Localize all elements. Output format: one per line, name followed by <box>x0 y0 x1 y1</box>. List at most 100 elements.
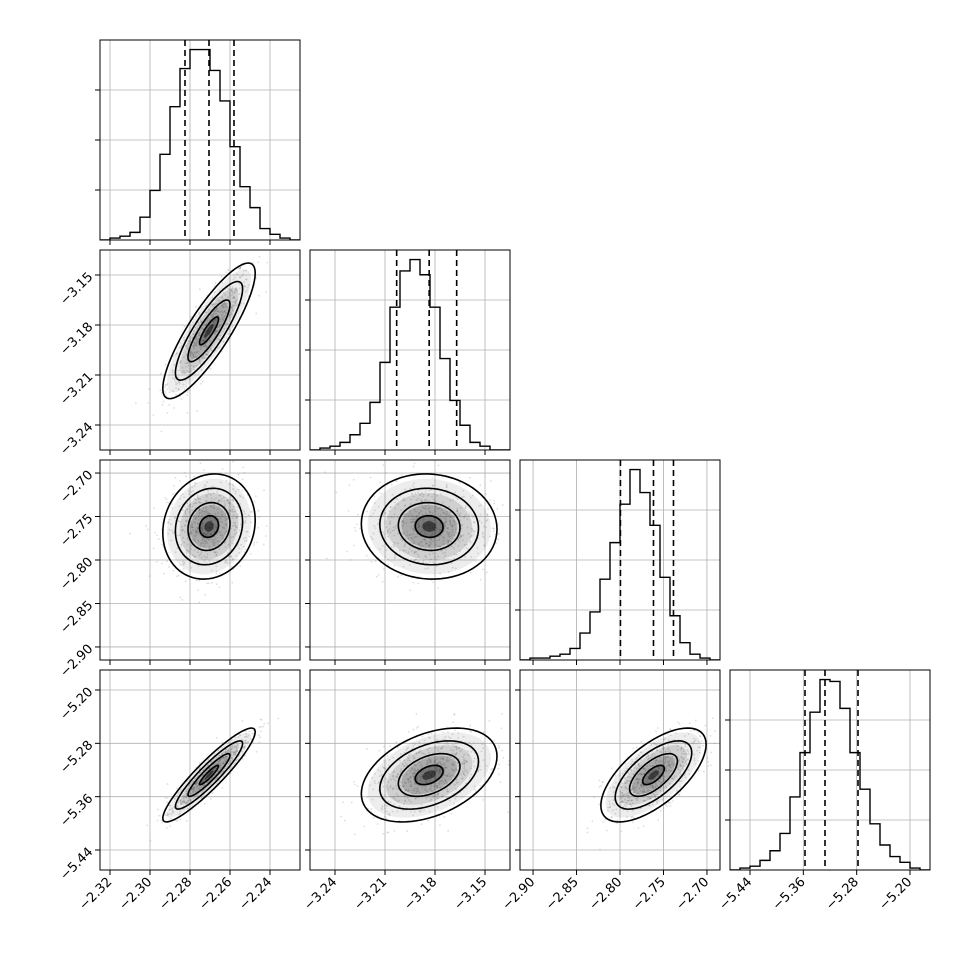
sample-point <box>212 541 215 544</box>
sample-point <box>426 542 428 545</box>
sample-point <box>202 345 205 348</box>
sample-point <box>468 512 471 515</box>
sample-point <box>241 758 244 760</box>
sample-point <box>198 554 201 557</box>
sample-point <box>234 736 237 739</box>
sample-point <box>682 761 684 763</box>
sample-point <box>417 768 419 771</box>
sample-point <box>194 344 197 346</box>
sample-point <box>225 757 227 760</box>
contour-line-1 <box>379 740 480 810</box>
sample-point <box>487 508 489 511</box>
sample-point <box>473 765 476 768</box>
sample-point <box>204 540 207 542</box>
sample-point <box>186 543 189 546</box>
sample-point <box>218 766 221 769</box>
sample-point <box>609 806 611 809</box>
sample-point <box>146 824 149 827</box>
sample-point <box>416 788 419 791</box>
sample-point <box>211 303 214 306</box>
sample-point <box>188 511 191 513</box>
sample-point <box>677 768 680 771</box>
sample-point <box>421 773 424 776</box>
sample-point <box>206 345 209 348</box>
sample-point <box>388 758 391 761</box>
sample-point <box>452 499 454 501</box>
sample-point <box>224 314 226 317</box>
sample-point <box>195 482 198 485</box>
sample-point <box>620 830 623 833</box>
sample-point <box>218 494 221 497</box>
sample-point <box>226 454 228 456</box>
sample-point <box>418 810 421 813</box>
sample-point <box>619 804 622 807</box>
sample-point <box>492 530 495 532</box>
sample-point <box>205 341 208 344</box>
sample-point <box>668 759 671 762</box>
sample-point <box>417 514 420 517</box>
sample-point <box>206 532 209 535</box>
y-tick-label: −2.75 <box>58 511 97 550</box>
sample-point <box>215 553 218 556</box>
sample-point <box>195 516 197 519</box>
sample-point <box>419 776 422 779</box>
sample-point <box>667 743 670 746</box>
sample-point <box>169 825 172 827</box>
sample-point <box>203 532 206 535</box>
histogram-param-1 <box>310 258 510 450</box>
sample-point <box>404 799 407 802</box>
sample-point <box>453 745 456 748</box>
sample-point <box>408 534 411 537</box>
sample-point <box>180 543 183 546</box>
sample-point <box>422 770 425 773</box>
sample-point <box>222 770 224 773</box>
sample-point <box>159 372 162 375</box>
sample-point <box>392 756 395 759</box>
sample-point <box>707 761 710 763</box>
sample-point <box>680 748 683 751</box>
sample-point <box>178 381 181 384</box>
sample-point <box>453 516 455 519</box>
sample-point <box>204 534 207 537</box>
sample-point <box>648 768 650 770</box>
sample-point <box>428 733 430 736</box>
sample-point <box>235 288 238 291</box>
sample-point <box>164 363 167 366</box>
sample-point <box>409 776 412 779</box>
sample-point <box>634 788 637 791</box>
sample-point <box>202 354 205 357</box>
sample-point <box>206 764 209 766</box>
sample-point <box>485 764 488 767</box>
sample-point <box>231 297 234 300</box>
sample-point <box>417 582 420 585</box>
sample-point <box>389 506 392 509</box>
sample-point <box>413 775 415 778</box>
sample-point <box>500 727 503 730</box>
sample-point <box>397 503 400 506</box>
sample-point <box>354 529 357 532</box>
sample-point <box>182 567 185 570</box>
sample-point <box>379 481 382 483</box>
sample-point <box>194 529 197 532</box>
sample-point <box>251 511 253 513</box>
sample-point <box>465 505 467 508</box>
sample-point <box>372 512 375 515</box>
sample-point <box>403 505 406 507</box>
sample-point <box>442 780 445 783</box>
sample-point <box>664 750 667 753</box>
sample-point <box>614 781 617 784</box>
sample-point <box>654 761 657 764</box>
sample-point <box>460 527 463 530</box>
sample-point <box>231 747 234 750</box>
sample-point <box>460 534 463 537</box>
sample-point <box>438 782 441 785</box>
sample-point <box>682 750 685 752</box>
sample-point <box>447 571 450 573</box>
sample-point <box>677 741 680 744</box>
sample-point <box>210 546 213 549</box>
sample-point <box>493 527 495 530</box>
sample-point <box>402 809 404 812</box>
sample-point <box>247 734 250 737</box>
sample-point <box>651 784 654 787</box>
sample-point <box>219 517 222 520</box>
